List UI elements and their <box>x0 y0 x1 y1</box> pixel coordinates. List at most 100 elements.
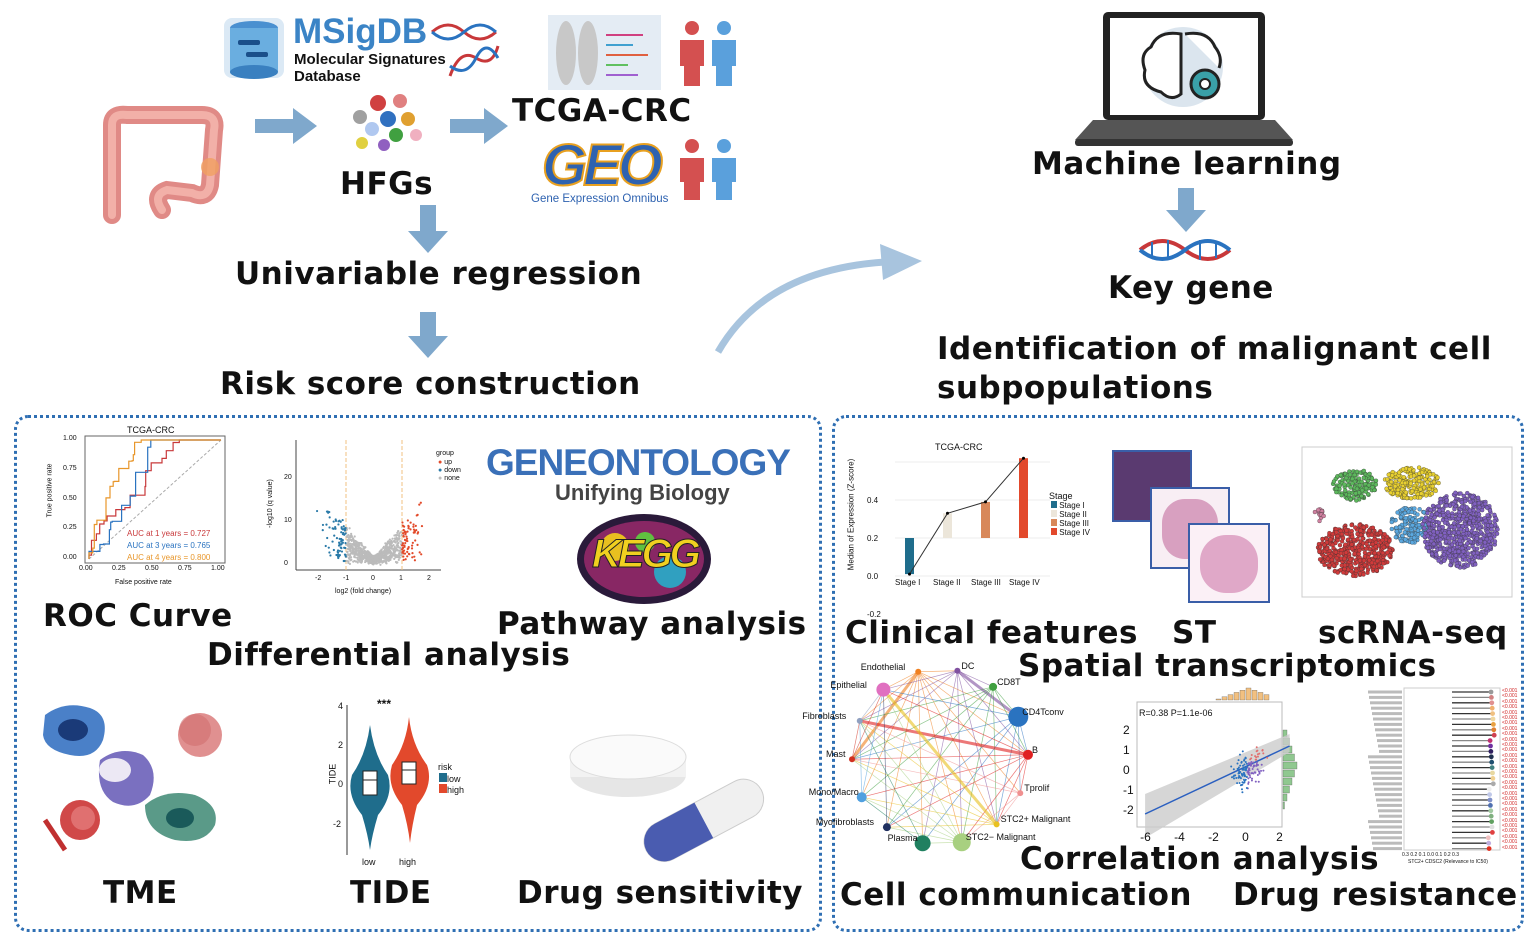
umap-cell <box>1463 557 1468 562</box>
volcano-point-none <box>390 554 393 557</box>
corr-hist-bar <box>1233 692 1240 701</box>
network-node-label: Endothelial <box>860 661 906 672</box>
volcano-point-up <box>403 545 406 548</box>
umap-cell <box>1357 548 1362 553</box>
network-node-label: Tprolif <box>1024 783 1050 794</box>
clinical-ytick: 0.0 <box>867 572 879 581</box>
kegg-logo <box>577 514 711 604</box>
drug-name-label <box>1372 712 1402 716</box>
lollipop-dot <box>1488 743 1493 749</box>
drug-name-label <box>1373 717 1402 721</box>
volcano-point-down <box>329 554 332 557</box>
network-node-label: STC2− Malignant <box>965 832 1036 843</box>
umap-cell <box>1431 541 1436 547</box>
network-edge <box>886 671 919 828</box>
volcano-point-none <box>376 556 379 559</box>
volcano-point-down <box>335 536 339 540</box>
volcano-point-up <box>413 559 417 562</box>
corr-point <box>1255 746 1258 749</box>
roc-plot <box>84 435 226 564</box>
corr-point <box>1246 771 1249 774</box>
clinical-legend-item: Stage III <box>1051 519 1089 528</box>
volcano-point-down <box>340 540 343 543</box>
resistance-pvalue: <0.001 <box>1502 817 1518 824</box>
umap-cell <box>1359 544 1365 550</box>
network-node-label: Mast <box>826 749 846 760</box>
volcano-point-none <box>399 540 402 543</box>
umap-cell <box>1453 553 1458 558</box>
umap-cell <box>1470 494 1475 500</box>
volcano-point-down <box>339 520 342 523</box>
umap-cell <box>1410 540 1415 545</box>
volcano-point-none <box>393 537 396 540</box>
correlation-points <box>1136 687 1298 838</box>
umap-cell <box>1348 485 1353 490</box>
network-node <box>954 667 961 674</box>
umap-cell <box>1397 478 1402 483</box>
umap-cell <box>1361 468 1367 474</box>
network-edge <box>918 670 958 673</box>
umap-cell <box>1429 538 1434 544</box>
network-node <box>989 682 998 691</box>
corr-regression-line <box>1144 745 1290 815</box>
umap-cell <box>1459 504 1465 509</box>
umap-cell <box>1438 496 1443 502</box>
network-edge <box>859 720 997 825</box>
volcano-point-none <box>392 550 395 553</box>
umap-cell <box>1338 472 1343 478</box>
volcano-plot: -log10 (q value) log2 (fold change) grou… <box>267 440 478 600</box>
umap-cell <box>1434 552 1439 557</box>
umap-cell <box>1487 545 1493 550</box>
umap-cell <box>1435 475 1440 480</box>
volcano-point-none <box>355 560 358 563</box>
volcano-point-down <box>344 528 347 532</box>
corr-point <box>1244 768 1247 771</box>
resistance-pvalue: <0.001 <box>1502 725 1518 732</box>
drug-name-label <box>1374 787 1402 791</box>
network-edge <box>961 686 994 843</box>
umap-cell <box>1425 545 1430 550</box>
volcano-point-none <box>346 553 349 556</box>
network-edge <box>957 670 997 825</box>
volcano-point-up <box>402 558 405 561</box>
umap-cell <box>1419 491 1424 496</box>
roc-auc-4: AUC at 4 years = 0.800 <box>127 553 211 562</box>
umap-cell <box>1400 507 1405 512</box>
network-edge <box>851 716 1019 760</box>
umap-cell <box>1434 511 1440 516</box>
volcano-point-none <box>367 552 371 556</box>
corr-point <box>1255 758 1258 761</box>
umap-cell <box>1339 493 1344 498</box>
umap-cell <box>1467 520 1472 526</box>
umap-cell <box>1468 515 1473 520</box>
umap-cell <box>1325 556 1331 561</box>
umap-cell <box>1398 514 1404 520</box>
umap-cell <box>1334 486 1339 491</box>
corr-point <box>1249 758 1252 761</box>
volcano-point-up <box>414 539 417 542</box>
umap-cell <box>1419 470 1425 475</box>
lollipop-dot <box>1487 797 1493 803</box>
umap-cell <box>1442 520 1448 525</box>
drug-name-label <box>1368 690 1402 694</box>
umap-cell <box>1350 534 1355 539</box>
corr-point <box>1239 764 1242 767</box>
clinical-ytick: -0.2 <box>867 610 881 619</box>
umap-cell <box>1350 481 1355 486</box>
umap-cell <box>1465 541 1470 546</box>
roc-xtick: 0.25 <box>112 565 126 572</box>
corr-point <box>1243 781 1246 784</box>
tide-ytick-0: 0 <box>338 779 344 789</box>
volcano-point-down <box>328 526 331 529</box>
corr-point <box>1243 768 1246 771</box>
tide-xtick-high: high <box>399 857 417 867</box>
resistance-pvalue: <0.001 <box>1502 801 1518 808</box>
umap-cell <box>1382 532 1387 537</box>
corr-point <box>1241 750 1244 753</box>
umap-cell <box>1460 545 1465 551</box>
corr-point <box>1262 752 1265 755</box>
resistance-pvalue: <0.001 <box>1502 709 1518 716</box>
umap-cell <box>1488 536 1493 541</box>
resistance-pvalue: <0.001 <box>1502 844 1518 851</box>
network-node-label: Plasma <box>887 833 918 844</box>
